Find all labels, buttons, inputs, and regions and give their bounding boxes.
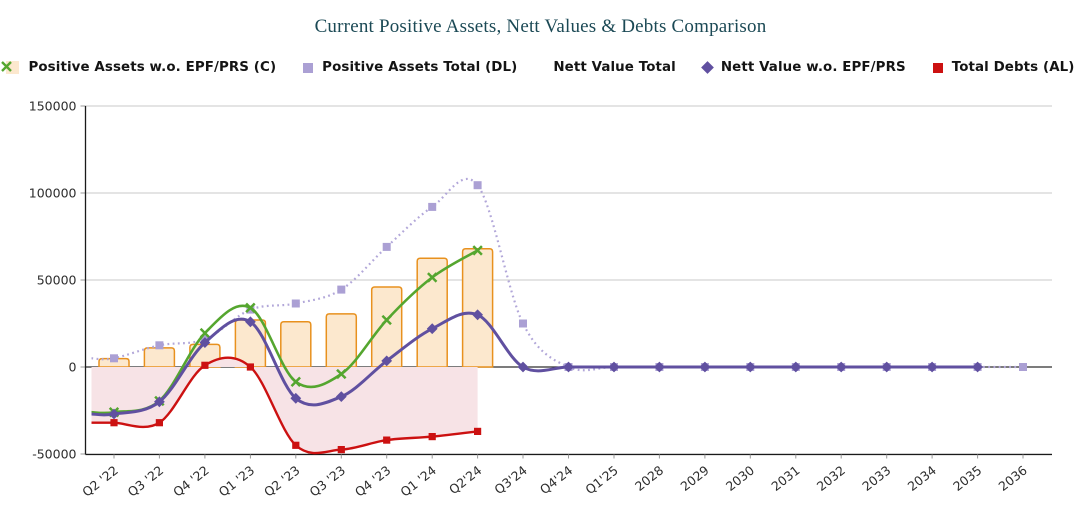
diamond-marker (835, 361, 847, 373)
square-marker (337, 285, 346, 294)
x-axis-label: 2031 (768, 463, 802, 494)
diamond-marker (608, 361, 620, 373)
square-marker (428, 433, 436, 441)
chart-legend: Positive Assets w.o. EPF/PRS (C) Positiv… (0, 60, 1081, 75)
x-marker (336, 368, 347, 380)
diamond-marker (744, 361, 756, 373)
x-axis-label: 2033 (859, 463, 893, 494)
diamond-marker (517, 361, 529, 373)
square-marker (155, 341, 164, 350)
x-axis-label: 2035 (950, 463, 984, 494)
square-marker (428, 202, 437, 211)
nett-value-wo-epf-line (91, 311, 978, 417)
square-marker (474, 427, 482, 435)
total-debts-line (91, 356, 478, 455)
x-marker (245, 302, 256, 313)
x-marker (472, 245, 483, 256)
square-marker (246, 363, 254, 371)
x-axis-label: Q3 '23 (307, 463, 349, 500)
square-marker (155, 419, 163, 427)
square-marker (246, 305, 255, 314)
y-axis-label: 100000 (29, 186, 77, 201)
legend-item-total-debts[interactable]: Total Debts (AL) (932, 60, 1075, 75)
diamond-marker (290, 392, 302, 404)
square-marker (1019, 363, 1027, 371)
diamond-marker (699, 361, 711, 373)
x-axis-label: Q2 '23 (261, 463, 303, 500)
bar-positive-assets (280, 321, 312, 368)
x-axis-label: Q4 '22 (170, 463, 212, 500)
square-marker (473, 181, 482, 190)
square-marker (292, 441, 300, 449)
legend-label: Total Debts (AL) (951, 60, 1075, 75)
y-axis-label: 0 (69, 360, 77, 375)
x-axis-label: 2028 (632, 463, 666, 494)
bar-positive-assets (461, 247, 494, 368)
diamond-marker (790, 361, 802, 373)
x-axis-label: Q1'25 (582, 463, 621, 498)
diamond-marker (472, 309, 483, 321)
diamond-marker (972, 361, 983, 373)
square-marker (519, 319, 527, 328)
x-axis-label: Q4'24 (537, 463, 576, 498)
bar-positive-assets (143, 347, 176, 368)
diamond-marker (381, 355, 393, 367)
x-axis-label: Q2 '22 (79, 463, 121, 500)
x-marker (381, 314, 392, 326)
x-axis-label: Q4 '23 (352, 463, 394, 500)
x-axis-label: Q1 '24 (397, 463, 439, 500)
x-axis-label: Q2'24 (446, 463, 485, 498)
x-axis-label: 2034 (905, 463, 939, 494)
bar-positive-assets (416, 257, 448, 368)
y-axis-label: -50000 (32, 447, 76, 462)
diamond-marker (881, 361, 893, 373)
red-square-icon (932, 62, 943, 73)
legend-label: Nett Value Total (553, 60, 676, 75)
x-marker (290, 376, 301, 387)
diamond-marker (154, 396, 165, 408)
x-marker (199, 327, 211, 339)
x-axis-label: Q1 '23 (216, 463, 258, 500)
x-axis-label: Q3'24 (491, 463, 530, 498)
square-marker (382, 242, 391, 251)
chart-title: Current Positive Assets, Nett Values & D… (314, 16, 767, 37)
diamond-marker (426, 323, 438, 335)
x-axis-label: 2030 (723, 463, 757, 494)
bar-positive-assets (98, 357, 130, 368)
x-axis-label: 2036 (996, 463, 1030, 494)
bar-positive-assets (325, 313, 358, 368)
legend-item-nett-value-wo-epf-prs[interactable]: Nett Value w.o. EPF/PRS (700, 60, 906, 75)
legend-item-nett-value-total[interactable]: Nett Value Total (1, 60, 676, 75)
positive-assets-total-line (91, 177, 1023, 372)
diamond-marker (563, 361, 574, 373)
x-axis-label: 2029 (677, 463, 711, 494)
diamond-marker (245, 316, 256, 328)
legend-label: Nett Value w.o. EPF/PRS (720, 60, 906, 75)
diamond-marker (108, 408, 120, 420)
square-marker (337, 446, 345, 454)
legend-label: Positive Assets Total (DL) (322, 60, 518, 75)
legend-item-positive-assets-total[interactable]: Positive Assets Total (DL) (303, 60, 517, 75)
square-marker (291, 299, 300, 308)
x-axis-label: 2032 (814, 463, 848, 494)
bar-positive-assets (370, 286, 403, 368)
diamond-marker (199, 337, 211, 348)
y-axis-label: 150000 (29, 99, 77, 114)
diamond-marker (926, 361, 938, 373)
y-axis-label: 50000 (37, 273, 77, 288)
square-marker (110, 354, 118, 363)
lavender-square-icon (303, 62, 314, 73)
legend-label: Positive Assets w.o. EPF/PRS (C) (28, 60, 277, 75)
diamond-marker (335, 391, 347, 402)
x-axis-label: Q3 '22 (125, 463, 167, 500)
square-marker (110, 419, 118, 427)
diamond-marker (654, 361, 665, 373)
square-marker (383, 436, 391, 444)
x-marker (427, 272, 438, 283)
square-marker (201, 361, 209, 369)
total-debts-area (91, 357, 478, 454)
